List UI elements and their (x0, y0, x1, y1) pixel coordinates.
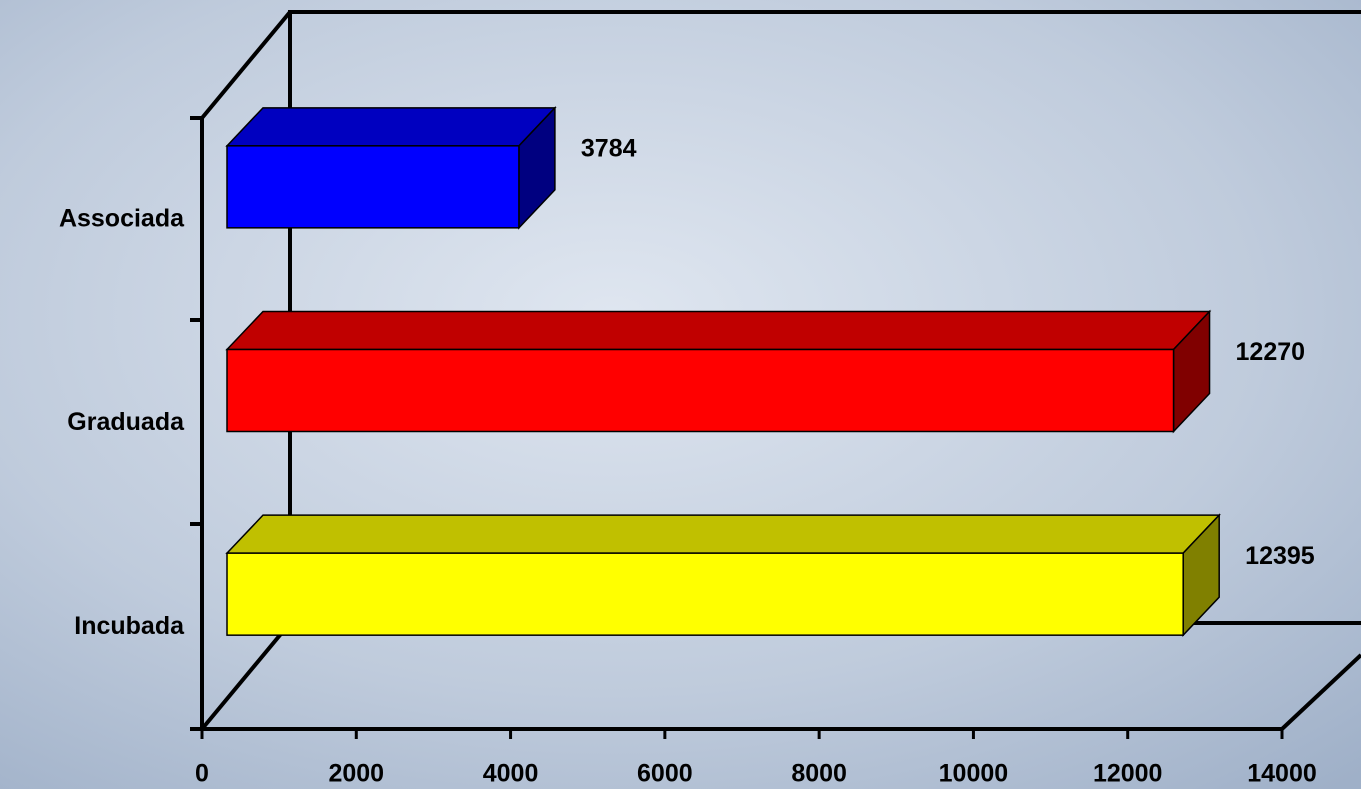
data-label: 12395 (1245, 542, 1315, 570)
data-label: 3784 (581, 134, 637, 162)
x-tick-label: 6000 (637, 760, 693, 788)
left-bottom-edge (200, 621, 292, 731)
left-top-edge (200, 10, 292, 120)
right-floor-edge (1280, 653, 1361, 731)
bar-top (225, 107, 557, 147)
x-tick-label: 12000 (1093, 760, 1163, 788)
x-tick-label: 0 (195, 760, 209, 788)
x-tick-label: 10000 (939, 760, 1009, 788)
x-tick-label: 14000 (1247, 760, 1317, 788)
x-tick-label: 4000 (483, 760, 539, 788)
bar (226, 552, 1184, 636)
bar-top (225, 310, 1212, 351)
data-label: 12270 (1236, 338, 1306, 366)
x-tick-label: 2000 (328, 760, 384, 788)
bar (226, 145, 520, 229)
y-tick-label: Incubada (74, 612, 185, 640)
bar (226, 348, 1175, 433)
x-tick-label: 8000 (791, 760, 847, 788)
y-tick-label: Associada (59, 204, 185, 232)
bar-top (225, 514, 1221, 554)
y-tick-label: Graduada (67, 408, 185, 436)
